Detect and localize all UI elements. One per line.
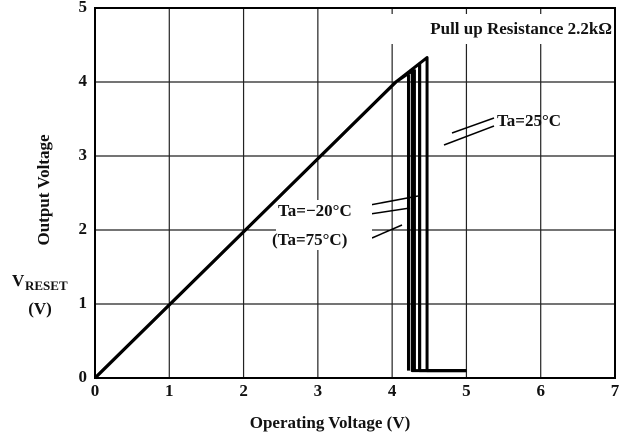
- x-tick-label: 0: [91, 381, 100, 400]
- y-subscript: RESET: [25, 278, 68, 293]
- x-tick-label: 1: [165, 381, 174, 400]
- y-tick-label: 3: [79, 145, 88, 164]
- annotation: Ta=25°C: [497, 111, 561, 130]
- x-tick-label: 7: [611, 381, 619, 400]
- x-tick-label: 4: [388, 381, 397, 400]
- annotation: Ta=−20°C: [278, 201, 352, 220]
- x-tick-label: 2: [239, 381, 248, 400]
- y-tick-label: 2: [79, 219, 88, 238]
- y-tick-label: 4: [79, 71, 88, 90]
- plot-frame: [94, 7, 616, 379]
- y-tick-label: 0: [79, 367, 88, 386]
- x-axis-label: Operating Voltage (V): [250, 413, 411, 432]
- y-symbol: V: [12, 271, 25, 290]
- x-tick-label: 3: [314, 381, 323, 400]
- annotation-bg: [276, 200, 372, 250]
- y-axis-label: Output Voltage: [34, 134, 53, 245]
- curve: [93, 69, 467, 380]
- x-tick-label: 5: [462, 381, 471, 400]
- y-tick-label: 1: [79, 293, 88, 312]
- annotation-bg: [360, 14, 614, 44]
- annotation: (Ta=75°C): [272, 230, 347, 249]
- x-tick-label: 6: [536, 381, 545, 400]
- leaders: [369, 117, 495, 239]
- annotation: Pull up Resistance 2.2kΩ: [430, 19, 612, 38]
- y-tick-label: 5: [79, 0, 88, 16]
- y-unit: (V): [28, 299, 52, 318]
